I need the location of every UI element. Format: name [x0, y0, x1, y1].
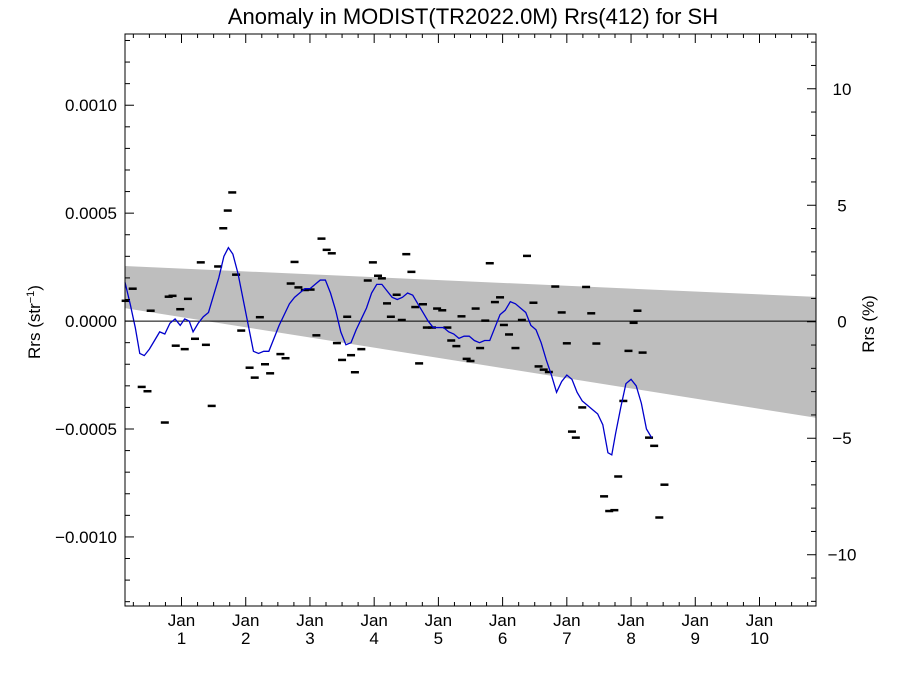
- y-left-tick-label: −0.0010: [55, 528, 117, 547]
- y-axis-left-title-superscript: −1: [25, 291, 37, 304]
- x-tick-label-year: 2: [241, 629, 250, 648]
- plot-area: [121, 33, 817, 607]
- x-tick-label-month: Jan: [553, 611, 580, 630]
- y-axis-right-title: Rrs (%): [859, 295, 878, 353]
- y-left-tick-label: 0.0005: [65, 204, 117, 223]
- x-tick-label-month: Jan: [746, 611, 773, 630]
- x-tick-label-month: Jan: [232, 611, 259, 630]
- x-tick-label-month: Jan: [425, 611, 452, 630]
- x-tick-label-year: 6: [498, 629, 507, 648]
- y-left-tick-label: −0.0005: [55, 420, 117, 439]
- x-tick-label-month: Jan: [617, 611, 644, 630]
- chart-title: Anomaly in MODIST(TR2022.0M) Rrs(412) fo…: [228, 4, 718, 29]
- smoothed-anomaly-line: [124, 246, 653, 456]
- x-tick-label-month: Jan: [489, 611, 516, 630]
- x-tick-label-month: Jan: [296, 611, 323, 630]
- y-right-tick-label: 10: [833, 80, 852, 99]
- y-axis-left-title-close: ): [25, 285, 44, 291]
- x-tick-label-year: 8: [626, 629, 635, 648]
- y-axis-left: 0.0010 0.0005 0.0000 −0.0005 −0.0010: [55, 39, 134, 603]
- x-tick-label-year: 3: [305, 629, 314, 648]
- x-tick-label-year: 10: [750, 629, 769, 648]
- x-tick-label-year: 1: [177, 629, 186, 648]
- y-left-tick-label: 0.0000: [65, 312, 117, 331]
- x-tick-label-year: 7: [562, 629, 571, 648]
- uncertainty-band: [125, 266, 816, 418]
- x-tick-label-month: Jan: [682, 611, 709, 630]
- y-right-tick-label: −10: [828, 546, 857, 565]
- x-tick-label-month: Jan: [168, 611, 195, 630]
- data-points: [121, 191, 669, 519]
- y-left-tick-label: 0.0010: [65, 96, 117, 115]
- y-right-tick-label: −5: [832, 429, 851, 448]
- y-axis-right: 10 5 0 −5 −10: [807, 41, 857, 602]
- x-tick-label-year: 5: [434, 629, 443, 648]
- x-tick-label-year: 4: [369, 629, 378, 648]
- x-axis: Jan1Jan2Jan3Jan4Jan5Jan6Jan7Jan8Jan9Jan1…: [132, 34, 809, 648]
- x-tick-label-month: Jan: [360, 611, 387, 630]
- x-tick-label-year: 9: [691, 629, 700, 648]
- y-axis-left-title: Rrs (str−1): [25, 285, 44, 359]
- y-right-tick-label: 0: [837, 313, 846, 332]
- y-right-tick-label: 5: [837, 196, 846, 215]
